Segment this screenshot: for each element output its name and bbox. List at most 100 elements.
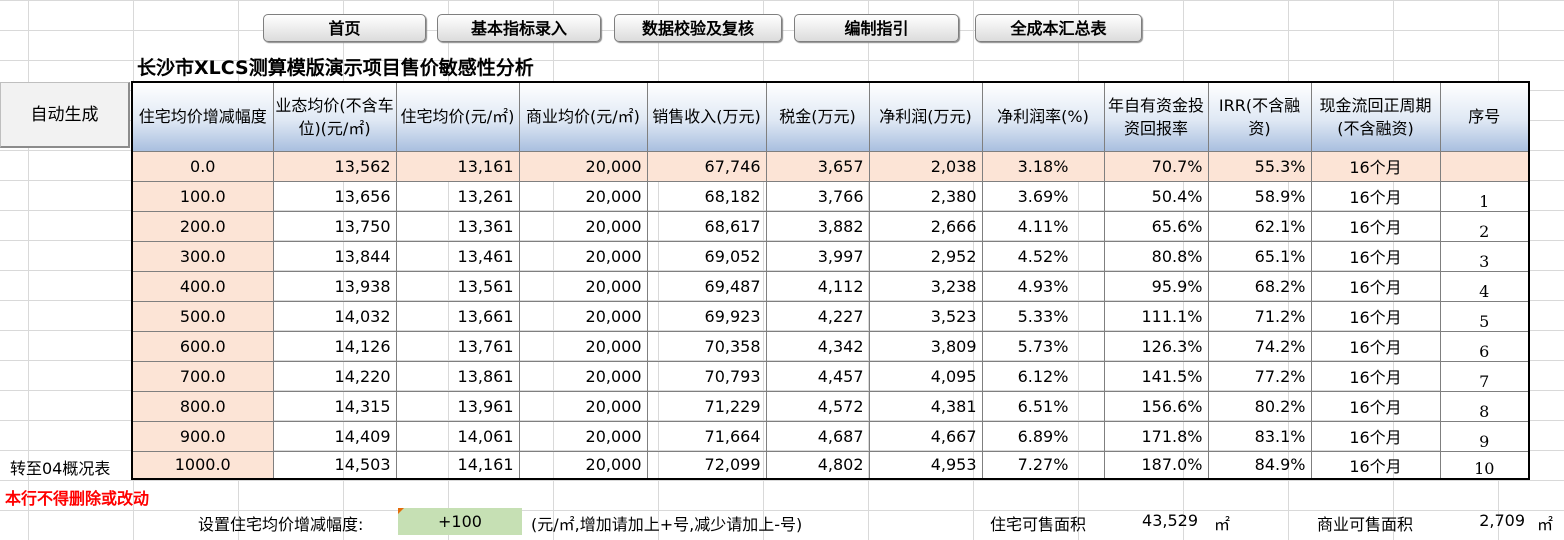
cell-increment: 1000.0 (131, 450, 274, 480)
cell-net-profit: 2,952 (868, 240, 983, 272)
cell-commercial-price: 20,000 (518, 300, 648, 332)
cell-net-profit: 2,038 (868, 150, 983, 182)
cell-net-profit: 2,380 (868, 180, 983, 212)
cell-increment: 500.0 (131, 300, 274, 332)
table-row: 100.0 13,656 13,261 20,000 68,182 3,766 2,380 3… (131, 180, 1530, 212)
cell-commercial-price: 20,000 (518, 150, 648, 182)
cell-payback: 16个月 (1310, 450, 1441, 480)
page-title: 长沙市XLCS测算模版演示项目售价敏感性分析 (137, 57, 534, 79)
cell-seq: 3 (1439, 240, 1530, 272)
cell-tax: 3,882 (765, 210, 870, 242)
cell-tax: 3,997 (765, 240, 870, 272)
cell-commercial-price: 20,000 (518, 210, 648, 242)
cell-net-margin: 4.11% (981, 210, 1105, 242)
cell-seq: 5 (1439, 300, 1530, 332)
cell-residential-price: 13,761 (395, 330, 520, 362)
table-row: 500.0 14,032 13,661 20,000 69,923 4,227 3,523 5… (131, 300, 1530, 332)
cell-tax: 3,766 (765, 180, 870, 212)
header-irr: IRR(不含融资) (1207, 81, 1312, 152)
table-row: 200.0 13,750 13,361 20,000 68,617 3,882 2,666 4… (131, 210, 1530, 242)
cell-avg-price: 14,032 (272, 300, 397, 332)
cell-revenue: 68,182 (646, 180, 767, 212)
residential-area-value: 43,529 (1142, 511, 1198, 530)
commercial-area-unit: ㎡ (1537, 515, 1554, 534)
cell-commercial-price: 20,000 (518, 240, 648, 272)
cell-net-margin: 7.27% (981, 450, 1105, 480)
cell-revenue: 67,746 (646, 150, 767, 182)
cell-residential-price: 13,361 (395, 210, 520, 242)
cell-seq: 2 (1439, 210, 1530, 242)
cell-residential-price: 13,561 (395, 270, 520, 302)
cell-residential-price: 13,261 (395, 180, 520, 212)
residential-area-label: 住宅可售面积 (990, 515, 1087, 534)
header-avg-price: 业态均价(不含车位)(元/㎡) (272, 81, 397, 152)
basic-indicators-button[interactable]: 基本指标录入 (437, 14, 601, 42)
cell-net-margin: 4.52% (981, 240, 1105, 272)
cell-commercial-price: 20,000 (518, 390, 648, 422)
cell-avg-price: 13,750 (272, 210, 397, 242)
cell-commercial-price: 20,000 (518, 330, 648, 362)
cell-irr: 71.2% (1207, 300, 1312, 332)
cell-seq (1439, 150, 1530, 182)
cell-increment: 200.0 (131, 210, 274, 242)
cell-increment: 100.0 (131, 180, 274, 212)
residential-area-unit: ㎡ (1214, 515, 1231, 534)
cell-seq: 1 (1439, 180, 1530, 212)
cell-annual-return: 126.3% (1103, 330, 1209, 362)
cell-seq: 10 (1439, 450, 1530, 480)
sensitivity-table: 住宅均价增减幅度 业态均价(不含车位)(元/㎡) 住宅均价(元/㎡) 商业均价(… (131, 81, 1530, 480)
cell-irr: 80.2% (1207, 390, 1312, 422)
cell-annual-return: 141.5% (1103, 360, 1209, 392)
guide-button[interactable]: 编制指引 (794, 14, 959, 42)
cell-revenue: 71,229 (646, 390, 767, 422)
table-header-row: 住宅均价增减幅度 业态均价(不含车位)(元/㎡) 住宅均价(元/㎡) 商业均价(… (131, 81, 1530, 152)
cell-increment: 600.0 (131, 330, 274, 362)
table-row: 0.0 13,562 13,161 20,000 67,746 3,657 2,038 3.1… (131, 150, 1530, 182)
cost-summary-button[interactable]: 全成本汇总表 (975, 14, 1142, 42)
cell-irr: 83.1% (1207, 420, 1312, 452)
header-residential-price: 住宅均价(元/㎡) (395, 81, 520, 152)
increment-input[interactable]: +100 (398, 508, 522, 535)
commercial-area-label: 商业可售面积 (1317, 515, 1414, 534)
cell-increment: 800.0 (131, 390, 274, 422)
cell-net-margin: 6.89% (981, 420, 1105, 452)
cell-net-profit: 4,953 (868, 450, 983, 480)
cell-increment: 300.0 (131, 240, 274, 272)
goto-overview-link[interactable]: 转至04概况表 (10, 459, 111, 478)
cell-residential-price: 13,161 (395, 150, 520, 182)
data-validation-button[interactable]: 数据校验及复核 (614, 14, 782, 42)
cell-net-profit: 3,238 (868, 270, 983, 302)
commercial-area-value: 2,709 (1479, 511, 1525, 530)
table-row: 400.0 13,938 13,561 20,000 69,487 4,112 3,238 4… (131, 270, 1530, 302)
cell-net-profit: 2,666 (868, 210, 983, 242)
increment-hint: (元/㎡,增加请加上+号,减少请加上-号) (531, 515, 803, 534)
cell-tax: 4,227 (765, 300, 870, 332)
cell-net-profit: 4,667 (868, 420, 983, 452)
cell-net-margin: 6.51% (981, 390, 1105, 422)
cell-seq: 9 (1439, 420, 1530, 452)
cell-avg-price: 13,938 (272, 270, 397, 302)
cell-net-profit: 3,523 (868, 300, 983, 332)
header-annual-return: 年自有资金投资回报率 (1103, 81, 1209, 152)
cell-commercial-price: 20,000 (518, 180, 648, 212)
increment-label: 设置住宅均价增减幅度: (198, 515, 364, 534)
cell-residential-price: 13,861 (395, 360, 520, 392)
header-net-profit: 净利润(万元) (868, 81, 983, 152)
cell-annual-return: 111.1% (1103, 300, 1209, 332)
cell-payback: 16个月 (1310, 300, 1441, 332)
table-row: 700.0 14,220 13,861 20,000 70,793 4,457 4,095 6… (131, 360, 1530, 392)
cell-annual-return: 70.7% (1103, 150, 1209, 182)
cell-residential-price: 13,461 (395, 240, 520, 272)
cell-revenue: 69,052 (646, 240, 767, 272)
cell-seq: 7 (1439, 360, 1530, 392)
cell-payback: 16个月 (1310, 420, 1441, 452)
auto-generate-button[interactable]: 自动生成 (0, 82, 130, 148)
cell-net-profit: 4,095 (868, 360, 983, 392)
cell-avg-price: 14,409 (272, 420, 397, 452)
cell-annual-return: 65.6% (1103, 210, 1209, 242)
home-button[interactable]: 首页 (263, 14, 426, 42)
cell-irr: 68.2% (1207, 270, 1312, 302)
header-commercial-price: 商业均价(元/㎡) (518, 81, 648, 152)
cell-commercial-price: 20,000 (518, 420, 648, 452)
cell-tax: 4,687 (765, 420, 870, 452)
